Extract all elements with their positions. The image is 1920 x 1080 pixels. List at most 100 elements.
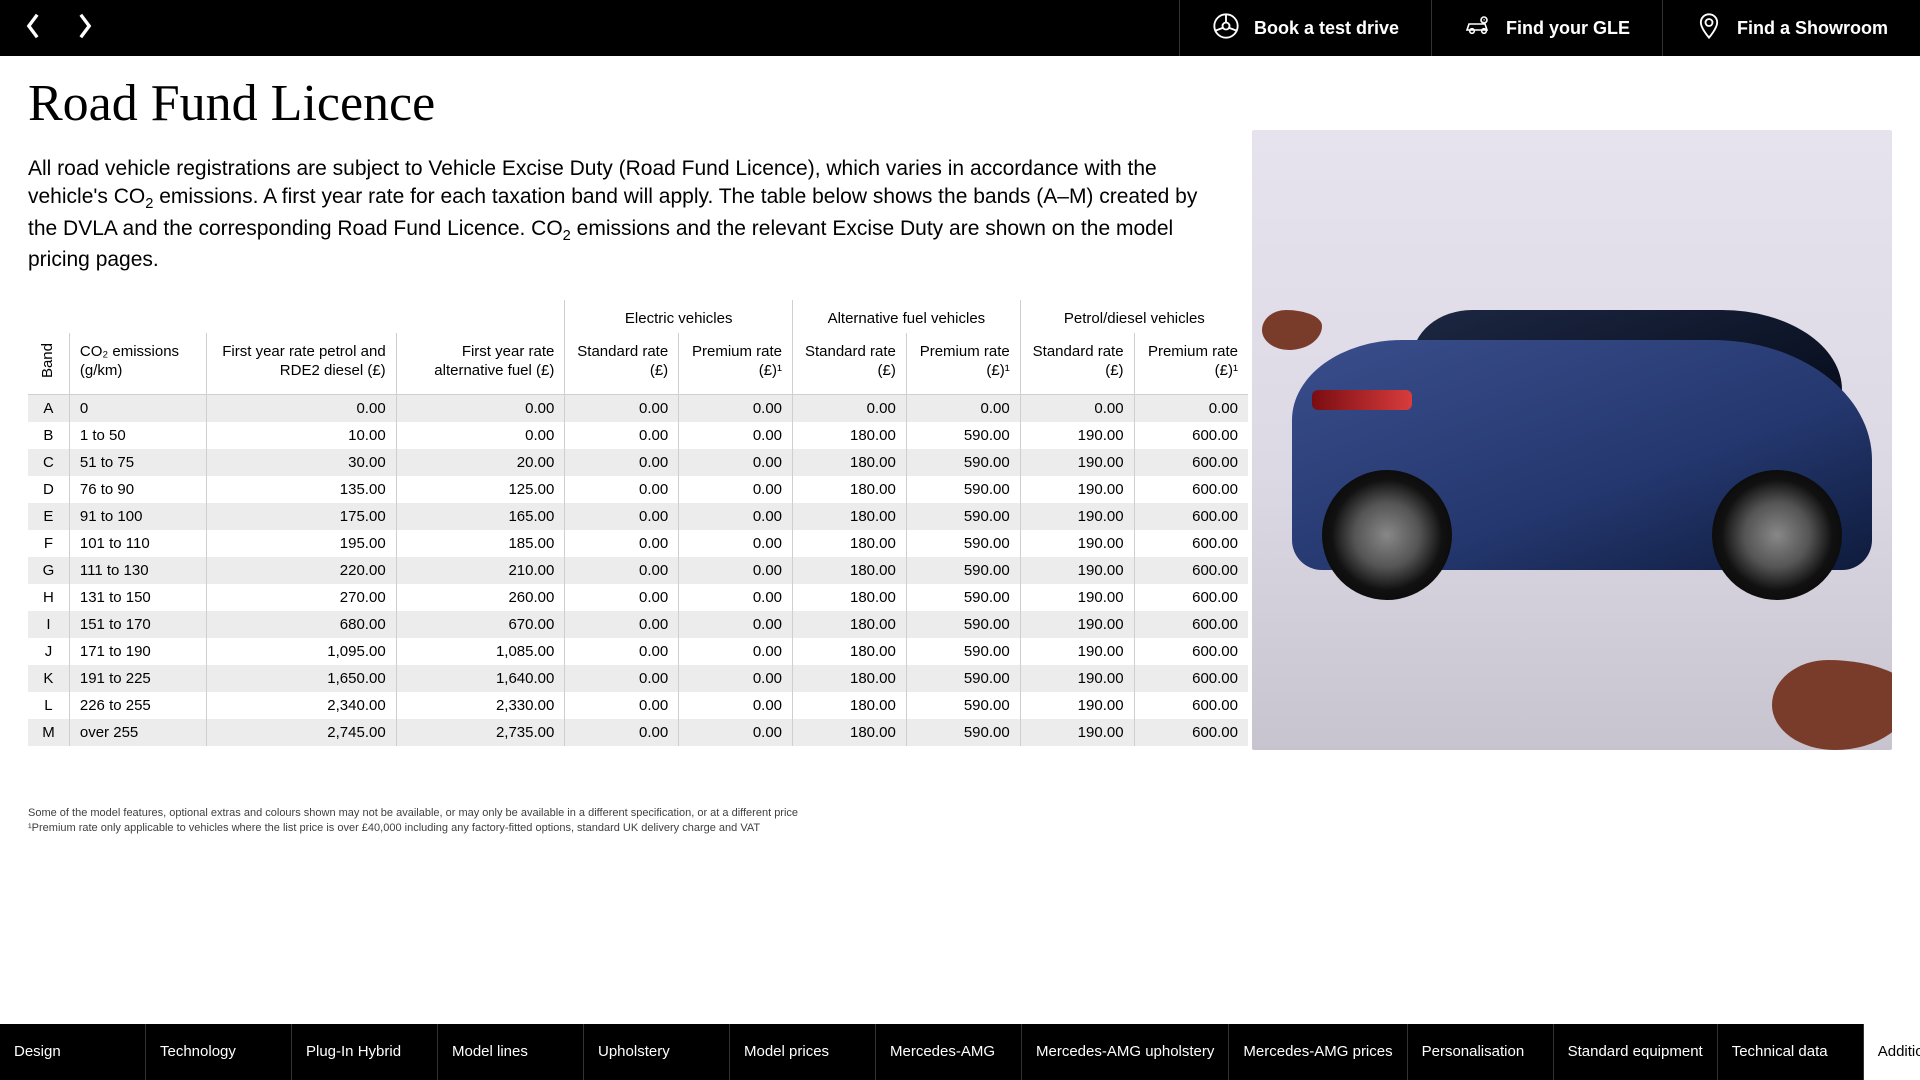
cell-pd-std: 190.00 xyxy=(1020,584,1134,611)
cell-alt-prem: 590.00 xyxy=(906,611,1020,638)
next-page-icon[interactable] xyxy=(76,12,94,45)
cell-fyr2: 670.00 xyxy=(396,611,565,638)
cell-pd-std: 190.00 xyxy=(1020,638,1134,665)
cell-ev-prem: 0.00 xyxy=(679,503,793,530)
cell-pd-prem: 600.00 xyxy=(1134,584,1248,611)
tab-technology[interactable]: Technology xyxy=(146,1024,292,1080)
topbar: Book a test drive ? Find your GLE Find a… xyxy=(0,0,1920,56)
cell-ev-prem: 0.00 xyxy=(679,449,793,476)
cell-alt-std: 180.00 xyxy=(793,719,907,746)
cell-alt-prem: 590.00 xyxy=(906,719,1020,746)
tab-mercedes-amg-upholstery[interactable]: Mercedes-AMG upholstery xyxy=(1022,1024,1229,1080)
cell-ev-std: 0.00 xyxy=(565,638,679,665)
cell-co2: 191 to 225 xyxy=(69,665,206,692)
cell-pd-prem: 600.00 xyxy=(1134,476,1248,503)
prev-page-icon[interactable] xyxy=(24,12,42,45)
cell-pd-std: 190.00 xyxy=(1020,476,1134,503)
cell-pd-std: 190.00 xyxy=(1020,611,1134,638)
cell-fyr2: 125.00 xyxy=(396,476,565,503)
cell-co2: 51 to 75 xyxy=(69,449,206,476)
cell-co2: 76 to 90 xyxy=(69,476,206,503)
cell-band: F xyxy=(28,530,69,557)
tab-plug-in-hybrid[interactable]: Plug-In Hybrid xyxy=(292,1024,438,1080)
tab-upholstery[interactable]: Upholstery xyxy=(584,1024,730,1080)
cell-pd-std: 190.00 xyxy=(1020,449,1134,476)
cell-pd-std: 0.00 xyxy=(1020,395,1134,423)
cell-ev-std: 0.00 xyxy=(565,395,679,423)
cell-co2: 151 to 170 xyxy=(69,611,206,638)
cell-co2: 0 xyxy=(69,395,206,423)
footnote-2: ¹Premium rate only applicable to vehicle… xyxy=(28,821,1232,836)
vehicle-image xyxy=(1252,130,1892,750)
tab-additional-information[interactable]: Additional information xyxy=(1864,1024,1920,1080)
cell-pd-prem: 600.00 xyxy=(1134,557,1248,584)
tab-model-prices[interactable]: Model prices xyxy=(730,1024,876,1080)
tab-personalisation[interactable]: Personalisation xyxy=(1408,1024,1554,1080)
table-row: J171 to 1901,095.001,085.000.000.00180.0… xyxy=(28,638,1248,665)
cell-ev-std: 0.00 xyxy=(565,665,679,692)
col-fyr-petrol: First year rate petrol and RDE2 diesel (… xyxy=(206,333,396,394)
tab-mercedes-amg-prices[interactable]: Mercedes-AMG prices xyxy=(1229,1024,1407,1080)
tab-technical-data[interactable]: Technical data xyxy=(1718,1024,1864,1080)
cell-fyr2: 165.00 xyxy=(396,503,565,530)
cell-alt-prem: 590.00 xyxy=(906,665,1020,692)
book-test-drive-button[interactable]: Book a test drive xyxy=(1179,0,1431,56)
cell-fyr2: 1,640.00 xyxy=(396,665,565,692)
cell-ev-prem: 0.00 xyxy=(679,557,793,584)
cell-fyr1: 220.00 xyxy=(206,557,396,584)
cell-ev-prem: 0.00 xyxy=(679,638,793,665)
find-model-button[interactable]: ? Find your GLE xyxy=(1431,0,1662,56)
cell-alt-std: 0.00 xyxy=(793,395,907,423)
group-petrol: Petrol/diesel vehicles xyxy=(1020,300,1248,333)
cell-pd-prem: 600.00 xyxy=(1134,665,1248,692)
table-row: Mover 2552,745.002,735.000.000.00180.005… xyxy=(28,719,1248,746)
cell-band: E xyxy=(28,503,69,530)
cell-alt-prem: 590.00 xyxy=(906,422,1020,449)
cell-fyr2: 185.00 xyxy=(396,530,565,557)
table-row: L226 to 2552,340.002,330.000.000.00180.0… xyxy=(28,692,1248,719)
cell-fyr1: 1,650.00 xyxy=(206,665,396,692)
cell-alt-std: 180.00 xyxy=(793,638,907,665)
cell-band: K xyxy=(28,665,69,692)
nav-arrows xyxy=(0,0,94,56)
cell-co2: over 255 xyxy=(69,719,206,746)
tab-model-lines[interactable]: Model lines xyxy=(438,1024,584,1080)
cell-pd-std: 190.00 xyxy=(1020,422,1134,449)
cell-band: C xyxy=(28,449,69,476)
cell-ev-std: 0.00 xyxy=(565,476,679,503)
cell-band: A xyxy=(28,395,69,423)
cell-pd-prem: 600.00 xyxy=(1134,719,1248,746)
table-row: C51 to 7530.0020.000.000.00180.00590.001… xyxy=(28,449,1248,476)
cell-ev-std: 0.00 xyxy=(565,449,679,476)
cell-ev-std: 0.00 xyxy=(565,584,679,611)
cell-co2: 91 to 100 xyxy=(69,503,206,530)
footnote-1: Some of the model features, optional ext… xyxy=(28,806,1232,821)
tab-design[interactable]: Design xyxy=(0,1024,146,1080)
cell-co2: 131 to 150 xyxy=(69,584,206,611)
cell-band: H xyxy=(28,584,69,611)
table-row: H131 to 150270.00260.000.000.00180.00590… xyxy=(28,584,1248,611)
cell-ev-prem: 0.00 xyxy=(679,530,793,557)
cell-alt-std: 180.00 xyxy=(793,692,907,719)
cell-fyr1: 2,745.00 xyxy=(206,719,396,746)
group-alternative: Alternative fuel vehicles xyxy=(793,300,1021,333)
cell-alt-std: 180.00 xyxy=(793,530,907,557)
cell-ev-std: 0.00 xyxy=(565,422,679,449)
find-showroom-label: Find a Showroom xyxy=(1737,18,1888,39)
cell-alt-prem: 590.00 xyxy=(906,638,1020,665)
page-title: Road Fund Licence xyxy=(28,74,1232,133)
col-co2: CO₂ emissions (g/km) xyxy=(69,333,206,394)
cell-co2: 171 to 190 xyxy=(69,638,206,665)
col-fyr-alt: First year rate alternative fuel (£) xyxy=(396,333,565,394)
table-row: K191 to 2251,650.001,640.000.000.00180.0… xyxy=(28,665,1248,692)
tab-standard-equipment[interactable]: Standard equipment xyxy=(1554,1024,1718,1080)
cell-ev-prem: 0.00 xyxy=(679,476,793,503)
cell-alt-prem: 590.00 xyxy=(906,557,1020,584)
cell-co2: 101 to 110 xyxy=(69,530,206,557)
tab-mercedes-amg[interactable]: Mercedes-AMG xyxy=(876,1024,1022,1080)
cell-ev-std: 0.00 xyxy=(565,557,679,584)
table-row: A00.000.000.000.000.000.000.000.00 xyxy=(28,395,1248,423)
cell-pd-prem: 600.00 xyxy=(1134,692,1248,719)
book-test-drive-label: Book a test drive xyxy=(1254,18,1399,39)
find-showroom-button[interactable]: Find a Showroom xyxy=(1662,0,1920,56)
